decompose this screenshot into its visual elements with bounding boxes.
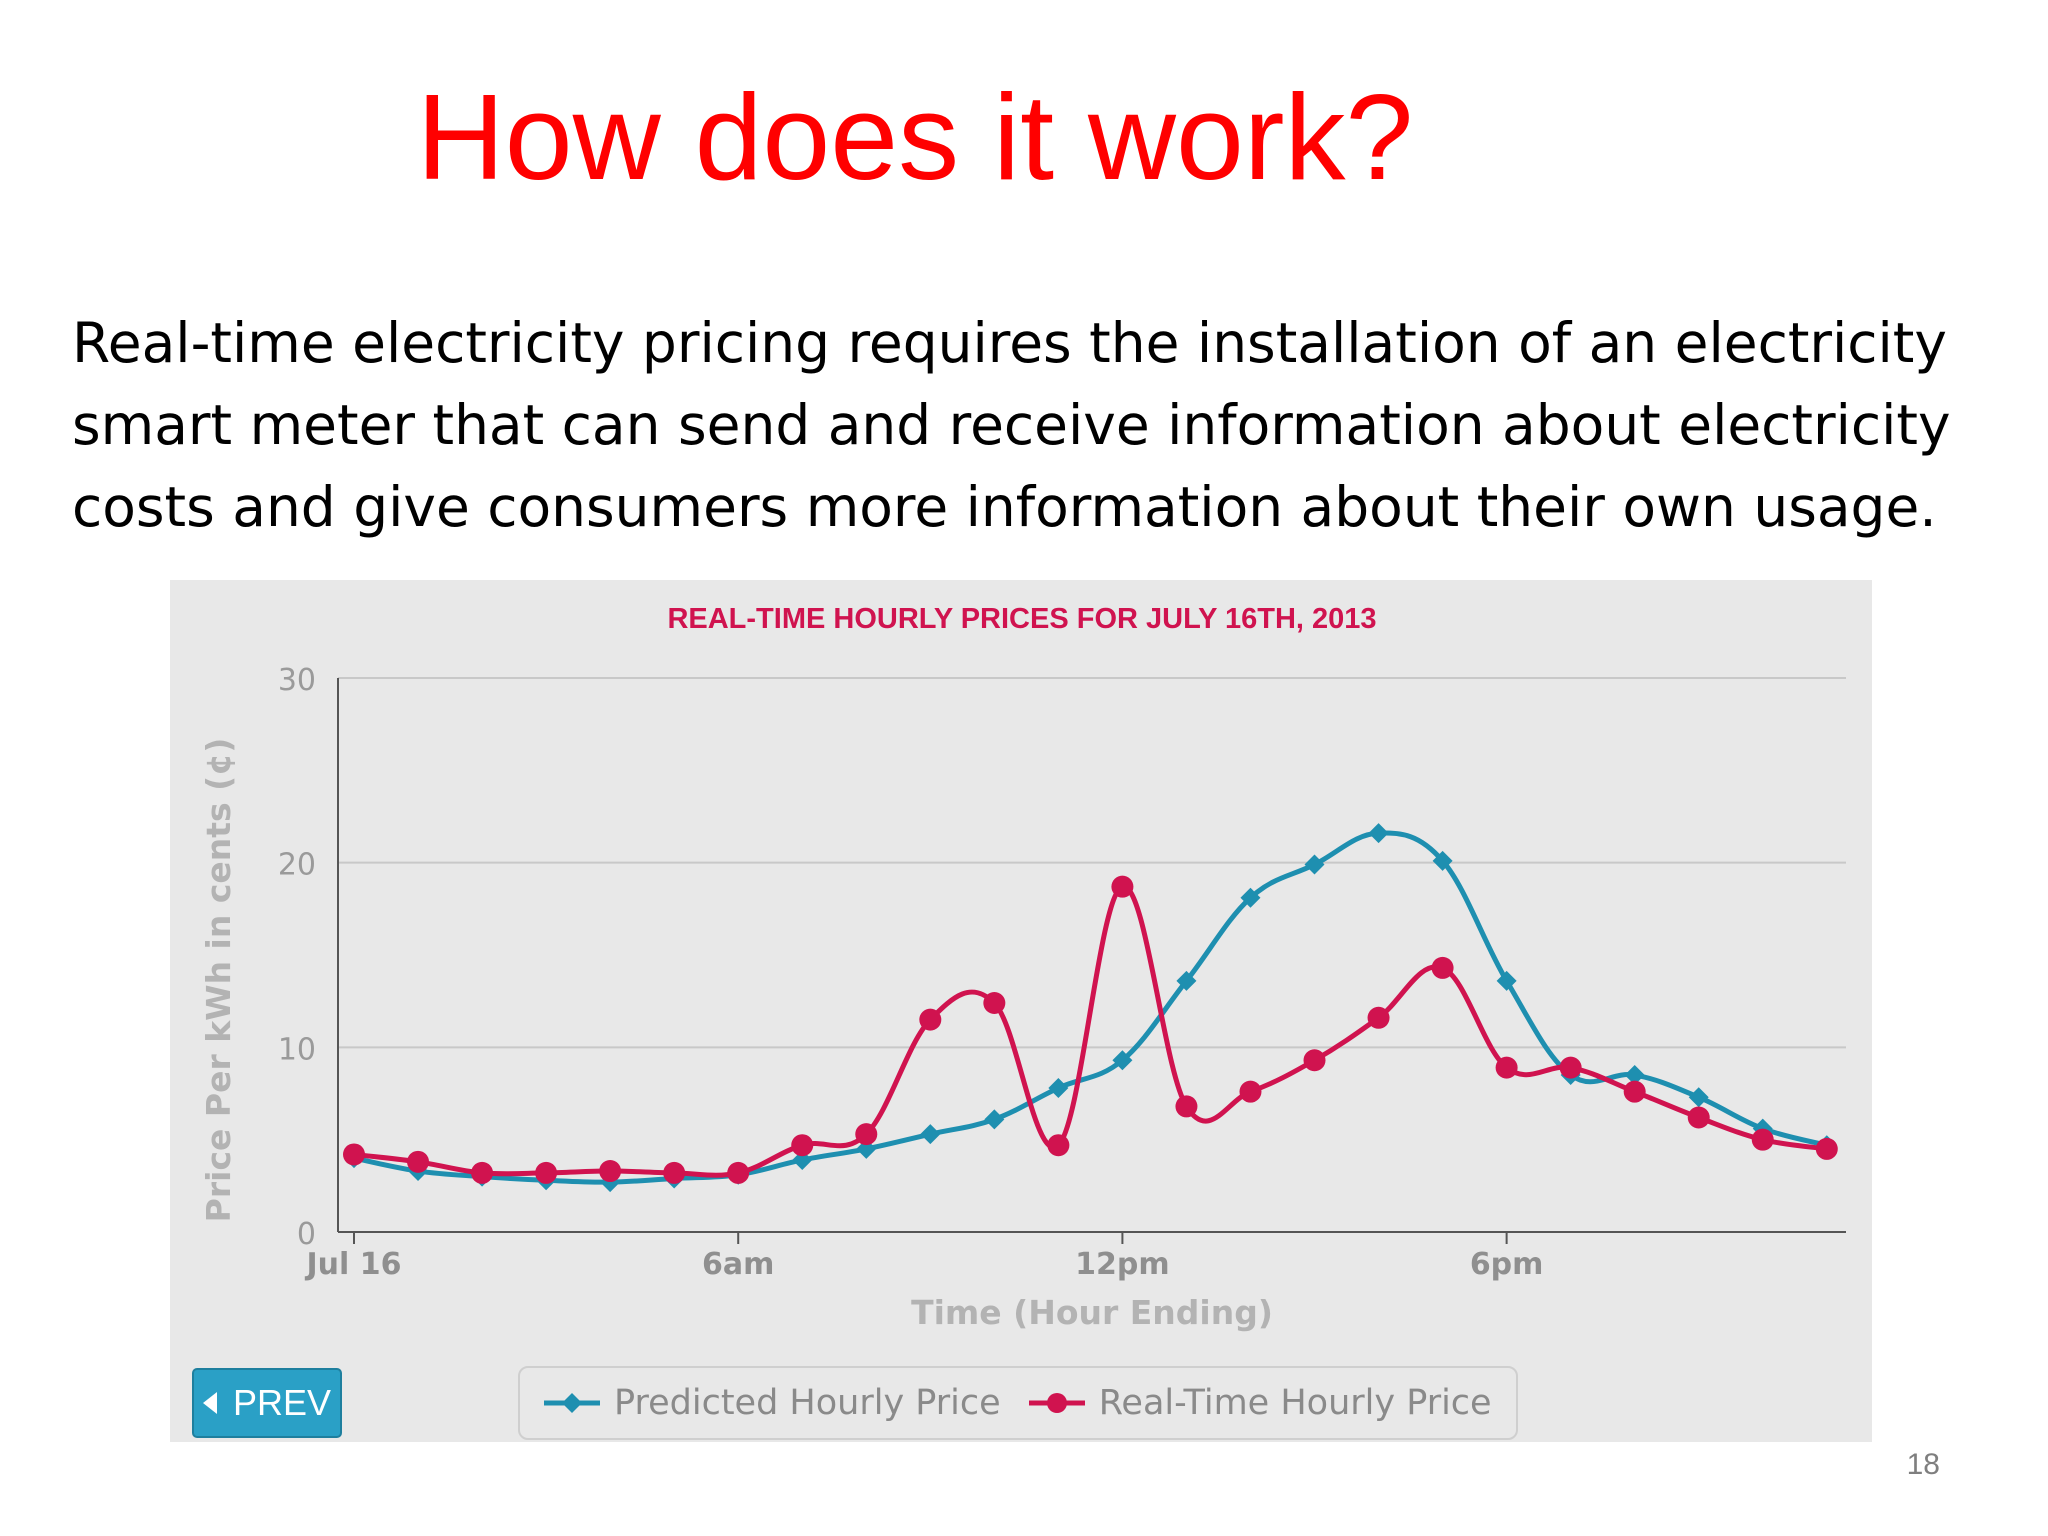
data-point xyxy=(1431,956,1454,979)
data-point xyxy=(791,1134,814,1157)
data-point xyxy=(1239,1080,1262,1103)
data-point xyxy=(1496,970,1517,991)
price-line-chart: 0 10 20 30 Jul 16 6am 12pm 6pm REAL-TIME HOURLY… xyxy=(199,603,1846,1332)
data-point xyxy=(855,1123,878,1146)
data-point xyxy=(983,992,1006,1015)
slide-body-text: Real-time electricity pricing requires t… xyxy=(72,302,1992,548)
data-point xyxy=(727,1161,750,1184)
legend-item-predicted[interactable]: Predicted Hourly Price xyxy=(544,1383,1001,1423)
data-point xyxy=(471,1161,494,1184)
body-line: smart meter that can send and receive in… xyxy=(72,393,1951,457)
data-point xyxy=(1240,887,1261,908)
y-tick-label: 20 xyxy=(278,848,316,883)
data-point xyxy=(1432,850,1453,871)
data-point xyxy=(1111,875,1134,898)
data-point xyxy=(407,1150,430,1173)
y-tick-label: 10 xyxy=(278,1032,316,1067)
slide-title: How does it work? xyxy=(416,69,1414,205)
data-point xyxy=(599,1160,622,1183)
series-line xyxy=(353,884,1828,1178)
chart-title: REAL-TIME HOURLY PRICES FOR JULY 16TH, 2… xyxy=(667,603,1376,635)
data-point xyxy=(1175,1095,1198,1118)
caret-left-icon xyxy=(202,1392,217,1414)
data-point xyxy=(1368,823,1389,844)
legend-label-realtime: Real-Time Hourly Price xyxy=(1098,1383,1492,1423)
legend-label-predicted: Predicted Hourly Price xyxy=(614,1383,1001,1423)
data-point xyxy=(1304,854,1325,875)
data-point xyxy=(1176,970,1197,991)
y-tick-label: 0 xyxy=(297,1217,316,1252)
x-tick-label: Jul 16 xyxy=(305,1247,402,1282)
chart-legend: Predicted Hourly Price Real-Time Hourly … xyxy=(518,1366,1518,1440)
body-line: costs and give consumers more informatio… xyxy=(72,475,1937,539)
data-point xyxy=(1624,1065,1645,1086)
y-axis-label: Price Per kWh in cents (¢) xyxy=(199,738,238,1223)
data-point xyxy=(535,1161,558,1184)
data-point xyxy=(1687,1106,1710,1129)
x-tick-label: 12pm xyxy=(1075,1247,1169,1282)
data-point xyxy=(1688,1087,1709,1108)
data-point xyxy=(1751,1128,1774,1151)
legend-item-realtime[interactable]: Real-Time Hourly Price xyxy=(1028,1383,1492,1423)
x-axis-label: Time (Hour Ending) xyxy=(911,1293,1273,1332)
series xyxy=(343,823,1838,1193)
data-point xyxy=(1303,1049,1326,1072)
data-point xyxy=(1815,1137,1838,1160)
page-number: 18 xyxy=(1906,1448,1940,1481)
data-point xyxy=(1623,1080,1646,1103)
data-point xyxy=(919,1008,942,1031)
diamond-line-icon xyxy=(544,1393,600,1413)
series-realtime xyxy=(343,875,1838,1184)
axes: 0 10 20 30 Jul 16 6am 12pm 6pm xyxy=(278,663,1846,1282)
prev-button[interactable]: PREV xyxy=(192,1368,342,1438)
grid-lines xyxy=(338,677,1846,1049)
data-point xyxy=(1367,1006,1390,1029)
data-point xyxy=(920,1124,941,1145)
prev-button-label: PREV xyxy=(232,1382,332,1423)
data-point xyxy=(1112,1050,1133,1071)
data-point xyxy=(1048,1077,1069,1098)
data-point xyxy=(343,1143,365,1166)
data-point xyxy=(1559,1056,1582,1079)
data-point xyxy=(984,1109,1005,1130)
data-point xyxy=(663,1161,686,1184)
data-point xyxy=(1047,1134,1070,1157)
circle-line-icon xyxy=(1028,1393,1085,1413)
y-tick-label: 30 xyxy=(278,663,316,698)
x-tick-label: 6am xyxy=(702,1247,774,1282)
chart-panel: 0 10 20 30 Jul 16 6am 12pm 6pm REAL-TIME HOURLY… xyxy=(170,580,1872,1442)
body-line: Real-time electricity pricing requires t… xyxy=(72,311,1947,375)
data-point xyxy=(1495,1056,1518,1079)
x-tick-label: 6pm xyxy=(1470,1247,1544,1282)
